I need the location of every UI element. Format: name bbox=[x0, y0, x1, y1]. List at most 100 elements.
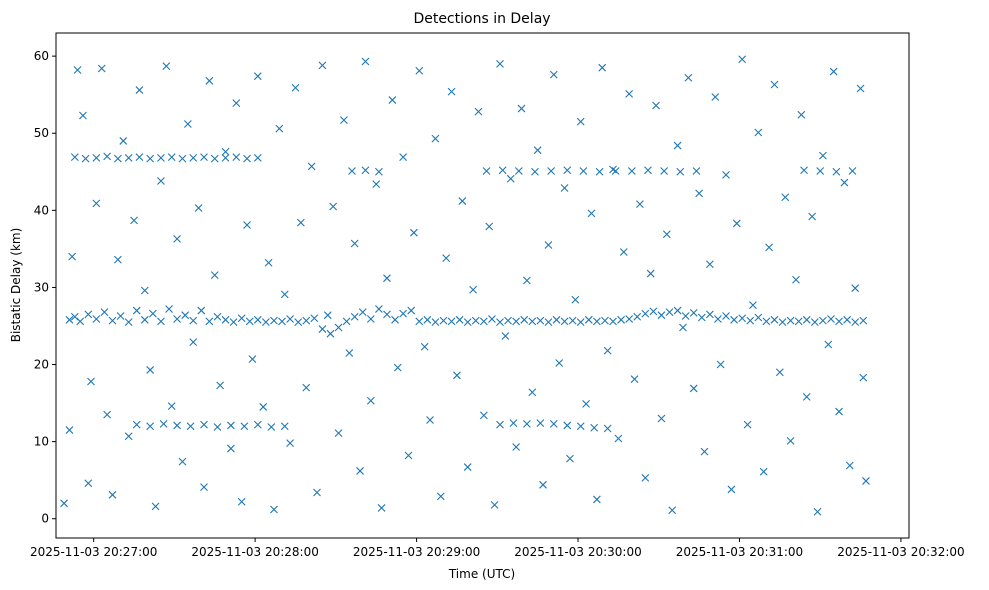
data-point bbox=[856, 84, 865, 93]
data-point bbox=[770, 80, 779, 89]
data-point bbox=[210, 271, 219, 279]
data-point bbox=[641, 309, 650, 318]
data-point bbox=[431, 134, 440, 143]
y-tick-label: 0 bbox=[41, 512, 49, 526]
data-point bbox=[116, 312, 125, 320]
data-point bbox=[566, 454, 574, 463]
data-point bbox=[843, 315, 851, 324]
data-point bbox=[310, 314, 319, 323]
data-point bbox=[641, 473, 650, 482]
data-point bbox=[520, 315, 529, 324]
data-point bbox=[819, 316, 827, 325]
data-point bbox=[692, 167, 701, 175]
data-point bbox=[130, 216, 138, 225]
data-point bbox=[614, 434, 623, 443]
data-point bbox=[167, 153, 176, 162]
data-point bbox=[165, 305, 173, 313]
data-point bbox=[665, 308, 674, 316]
data-point bbox=[340, 116, 348, 125]
data-point bbox=[409, 228, 418, 237]
data-point bbox=[627, 167, 636, 175]
data-point bbox=[549, 70, 558, 79]
data-point bbox=[103, 410, 112, 419]
data-point bbox=[415, 317, 424, 326]
data-point bbox=[253, 315, 262, 324]
data-point bbox=[453, 371, 461, 380]
data-point bbox=[270, 316, 278, 325]
data-point bbox=[549, 420, 558, 428]
data-point bbox=[216, 381, 225, 390]
data-point bbox=[221, 147, 230, 156]
data-point bbox=[576, 318, 585, 327]
data-point bbox=[533, 146, 542, 155]
data-point bbox=[528, 317, 537, 326]
data-point bbox=[439, 316, 448, 325]
data-point bbox=[157, 317, 165, 326]
data-point bbox=[730, 315, 738, 324]
data-point bbox=[278, 317, 286, 326]
data-point bbox=[65, 426, 74, 434]
data-point bbox=[157, 154, 165, 162]
data-points bbox=[60, 55, 870, 516]
data-point bbox=[498, 166, 507, 175]
x-tick-label: 2025-11-03 20:29:00 bbox=[353, 545, 480, 559]
data-point bbox=[617, 315, 625, 324]
x-tick-label: 2025-11-03 20:32:00 bbox=[837, 545, 964, 559]
data-point bbox=[824, 340, 833, 349]
data-point bbox=[407, 306, 416, 315]
data-point bbox=[148, 309, 157, 318]
data-point bbox=[523, 276, 531, 285]
data-point bbox=[248, 355, 257, 364]
data-point bbox=[848, 167, 857, 175]
data-point bbox=[496, 318, 504, 327]
data-point bbox=[786, 436, 795, 445]
data-point bbox=[705, 260, 714, 269]
data-point bbox=[496, 59, 504, 68]
data-point bbox=[797, 110, 806, 119]
data-point bbox=[697, 313, 706, 322]
data-point bbox=[280, 422, 289, 431]
data-point bbox=[496, 420, 504, 429]
data-point bbox=[345, 349, 354, 357]
data-point bbox=[657, 311, 666, 320]
data-point bbox=[227, 444, 235, 453]
data-point bbox=[70, 153, 79, 162]
data-point bbox=[232, 99, 241, 108]
data-point bbox=[348, 167, 356, 175]
data-point bbox=[399, 309, 408, 318]
data-point bbox=[92, 315, 101, 323]
data-point bbox=[181, 311, 190, 320]
data-point bbox=[490, 500, 499, 509]
data-point bbox=[479, 317, 488, 326]
data-point bbox=[329, 202, 338, 211]
data-point bbox=[173, 234, 181, 243]
data-point bbox=[568, 316, 577, 325]
data-point bbox=[323, 311, 332, 320]
data-point bbox=[81, 154, 90, 163]
data-point bbox=[243, 221, 251, 229]
data-point bbox=[65, 315, 74, 324]
data-point bbox=[539, 480, 547, 489]
data-point bbox=[619, 248, 628, 256]
y-tick-label: 10 bbox=[34, 435, 49, 449]
y-axis-label: Bistatic Delay (km) bbox=[9, 228, 23, 343]
data-point bbox=[485, 222, 494, 231]
data-point bbox=[859, 373, 868, 382]
data-point bbox=[73, 66, 82, 74]
data-point bbox=[227, 421, 235, 430]
data-point bbox=[851, 318, 860, 327]
data-point bbox=[361, 166, 370, 175]
data-point bbox=[350, 239, 359, 248]
data-point bbox=[802, 393, 811, 401]
data-point bbox=[471, 316, 480, 325]
data-point bbox=[68, 252, 77, 261]
data-point bbox=[124, 154, 133, 162]
data-point bbox=[296, 218, 305, 227]
data-point bbox=[286, 315, 294, 323]
data-point bbox=[205, 76, 214, 85]
data-point bbox=[778, 318, 787, 327]
y-tick-label: 40 bbox=[34, 203, 49, 217]
data-point bbox=[810, 318, 819, 327]
data-point bbox=[253, 154, 262, 162]
